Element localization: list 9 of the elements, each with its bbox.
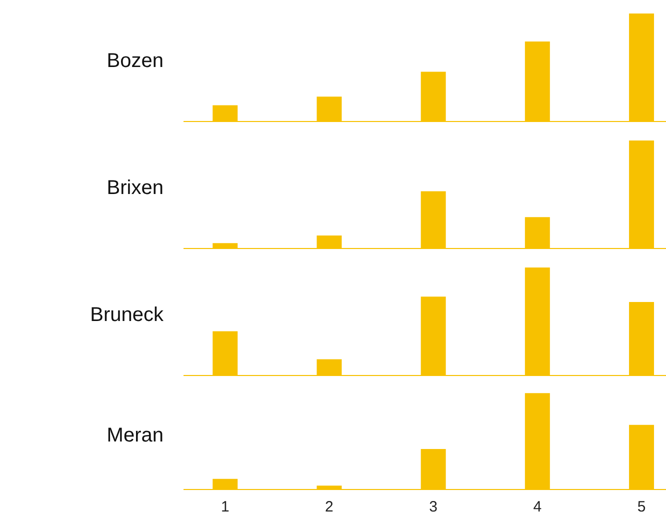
y-axis-title: Bozen — [106, 50, 164, 72]
y-axis-title: Brixen — [106, 177, 164, 199]
y-axis-title: Meran — [106, 424, 164, 446]
x-tick-label: 1 — [220, 498, 230, 516]
y-axis-title: Bruneck — [90, 304, 164, 326]
x-tick-label: 4 — [533, 498, 542, 516]
x-tick-label: 5 — [637, 498, 646, 516]
x-tick-label: 3 — [429, 498, 438, 516]
x-tick-label: 2 — [325, 498, 334, 516]
